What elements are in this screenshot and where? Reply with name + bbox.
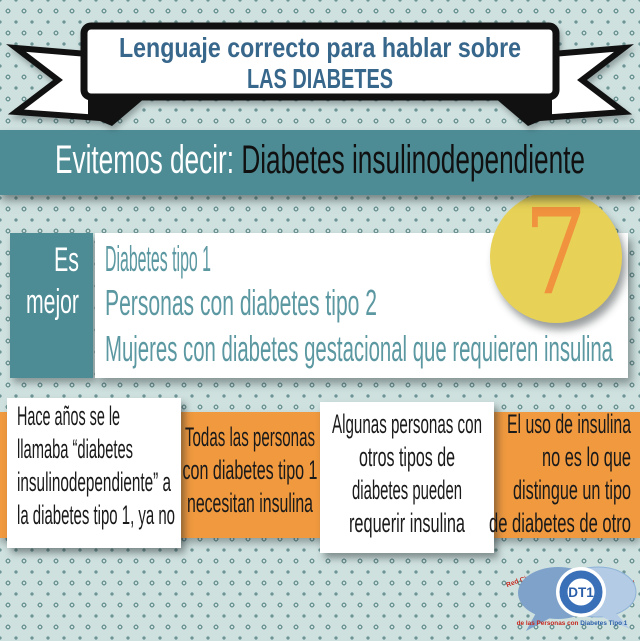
ribbon-title-line2: LAS DIABETES <box>247 63 393 94</box>
fact-card-3 <box>320 402 494 553</box>
dt1-logo: Red Ciudadana por el Derecho a la Salud … <box>505 566 637 631</box>
avoid-phrase-band <box>0 130 640 195</box>
logo-acronym: DT1 <box>568 585 594 600</box>
logo-bubble-left-tail <box>526 613 552 631</box>
badge-number: 7 <box>524 183 588 321</box>
title-ribbon: Lenguaje correcto para hablar sobre LAS … <box>6 22 634 126</box>
es-mejor-label-box <box>10 233 93 378</box>
logo-tagline-blue: Diabetes Tipo 1 <box>580 620 628 627</box>
logo-ring <box>559 570 603 614</box>
number-badge: 7 <box>490 191 622 323</box>
ribbon-title-line1: Lenguaje correcto para hablar sobre <box>119 32 521 63</box>
ribbon-panel <box>80 22 560 101</box>
logo-tagline-red: de las Personas con <box>517 620 581 627</box>
fact-card-1 <box>7 398 181 548</box>
logo-bubble-right-tail <box>602 611 630 629</box>
logo-tagline: de las Personas con Diabetes Tipo 1 <box>517 620 628 627</box>
